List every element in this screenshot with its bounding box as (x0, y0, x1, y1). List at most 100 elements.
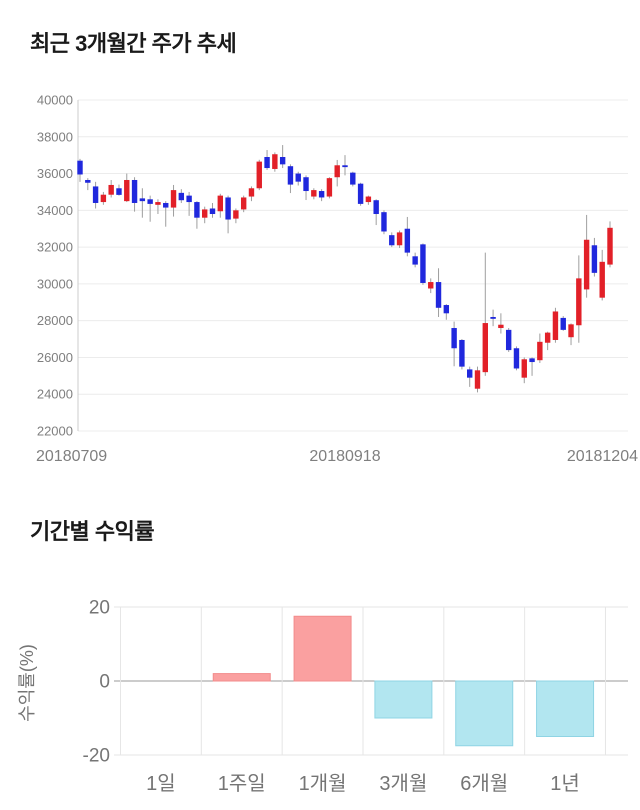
category-label: 1개월 (299, 772, 347, 795)
y-tick-label: 22000 (37, 424, 73, 439)
candle-down (381, 212, 387, 232)
y-tick-label: 36000 (37, 166, 73, 181)
candle-down (116, 188, 122, 195)
category-label: 1주일 (218, 772, 266, 795)
candle-down (513, 348, 520, 369)
candle-down (264, 157, 270, 169)
candle-down (295, 173, 301, 182)
candle-up (124, 179, 130, 202)
candle-down (287, 166, 294, 185)
candle-down (186, 195, 192, 203)
candle-up (155, 202, 161, 205)
candle-up (544, 332, 551, 343)
category-label: 1년 (550, 772, 580, 795)
category-label: 6개월 (460, 772, 508, 795)
candle-up (256, 161, 262, 189)
candle-up (576, 278, 582, 326)
y-tick-label: 28000 (37, 313, 73, 328)
candle-down (92, 186, 99, 203)
candle-up (599, 261, 605, 298)
returns-chart-title: 기간별 수익률 (30, 519, 155, 544)
price-candlestick-chart: 40000 38000 36000 34000 32000 30000 28000 26000… (36, 93, 638, 466)
price-chart-title: 최근 3개월간 주가 추세 (30, 31, 237, 56)
candle-up (100, 194, 107, 203)
bar-negative (374, 680, 433, 719)
y-tick-label: 24000 (37, 387, 73, 402)
candle-down (467, 369, 473, 378)
y-tick-label: 30000 (37, 276, 73, 291)
candle-up (428, 282, 434, 289)
candle-down (279, 157, 286, 165)
candle-down (318, 191, 325, 198)
candle-up (272, 154, 278, 169)
candle-down (443, 305, 450, 314)
candle-up (568, 324, 574, 338)
candle-down (303, 177, 309, 192)
candle-up (202, 209, 208, 218)
candle-up (108, 184, 114, 195)
category-label: 1일 (146, 772, 176, 795)
y-tick-label: -20 (83, 746, 110, 767)
candle-up (474, 370, 481, 389)
candle-down (505, 329, 512, 351)
candle-down (357, 183, 364, 204)
candle-up (326, 178, 333, 197)
candle-down (85, 179, 91, 183)
bar-positive (293, 615, 352, 682)
candle-up (521, 359, 527, 378)
y-tick-label: 40000 (37, 93, 73, 108)
returns-bar-chart: 20 0 -20 1일 1주일 1개월 3개월 6개월 1년 수익률(%) (17, 598, 628, 795)
candle-down (209, 208, 216, 215)
candle-up (365, 196, 372, 203)
candle-down (529, 358, 535, 363)
candle-down (225, 197, 231, 220)
candle-up (240, 197, 247, 210)
y-tick-label: 26000 (37, 350, 73, 365)
y-tick-label: 0 (99, 672, 110, 693)
candle-down (490, 316, 496, 319)
candle-down (420, 244, 426, 283)
candle-down (560, 317, 566, 330)
candle-up (583, 239, 590, 290)
candle-up (482, 323, 488, 373)
candle-down (404, 228, 411, 253)
y-axis-title: 수익률(%) (17, 644, 37, 722)
candle-down (178, 192, 185, 201)
y-tick-label: 34000 (37, 203, 73, 218)
candle-up (396, 232, 403, 246)
category-label: 3개월 (379, 772, 427, 795)
x-tick-label: 20180709 (36, 448, 107, 465)
candle-down (591, 245, 598, 273)
candle-down (163, 202, 169, 208)
candle-down (459, 339, 465, 367)
candle-down (139, 198, 146, 202)
candle-down (350, 172, 356, 185)
candle-up (170, 190, 177, 208)
y-tick-label: 32000 (37, 240, 73, 255)
candle-down (435, 282, 442, 308)
candle-up (537, 341, 543, 361)
y-tick-label: 38000 (37, 129, 73, 144)
candle-down (373, 200, 379, 215)
candle-down (342, 165, 348, 168)
candle-down (147, 199, 153, 204)
bar-positive (212, 673, 271, 682)
candle-up (217, 195, 223, 212)
candle-up (498, 324, 504, 329)
candle-up (248, 188, 255, 197)
x-tick-label: 20181204 (567, 448, 638, 465)
candle-up (311, 190, 317, 197)
x-tick-label: 20180918 (309, 448, 380, 465)
candle-down (77, 160, 83, 175)
bar-negative (536, 680, 595, 737)
candle-up (607, 227, 613, 265)
candle-up (233, 210, 239, 219)
candle-down (194, 202, 200, 218)
candle-down (451, 328, 457, 349)
candle-down (131, 179, 138, 203)
bar-negative (455, 680, 514, 747)
candle-up (552, 311, 559, 340)
candle-up (334, 165, 340, 178)
candle-down (389, 235, 395, 246)
